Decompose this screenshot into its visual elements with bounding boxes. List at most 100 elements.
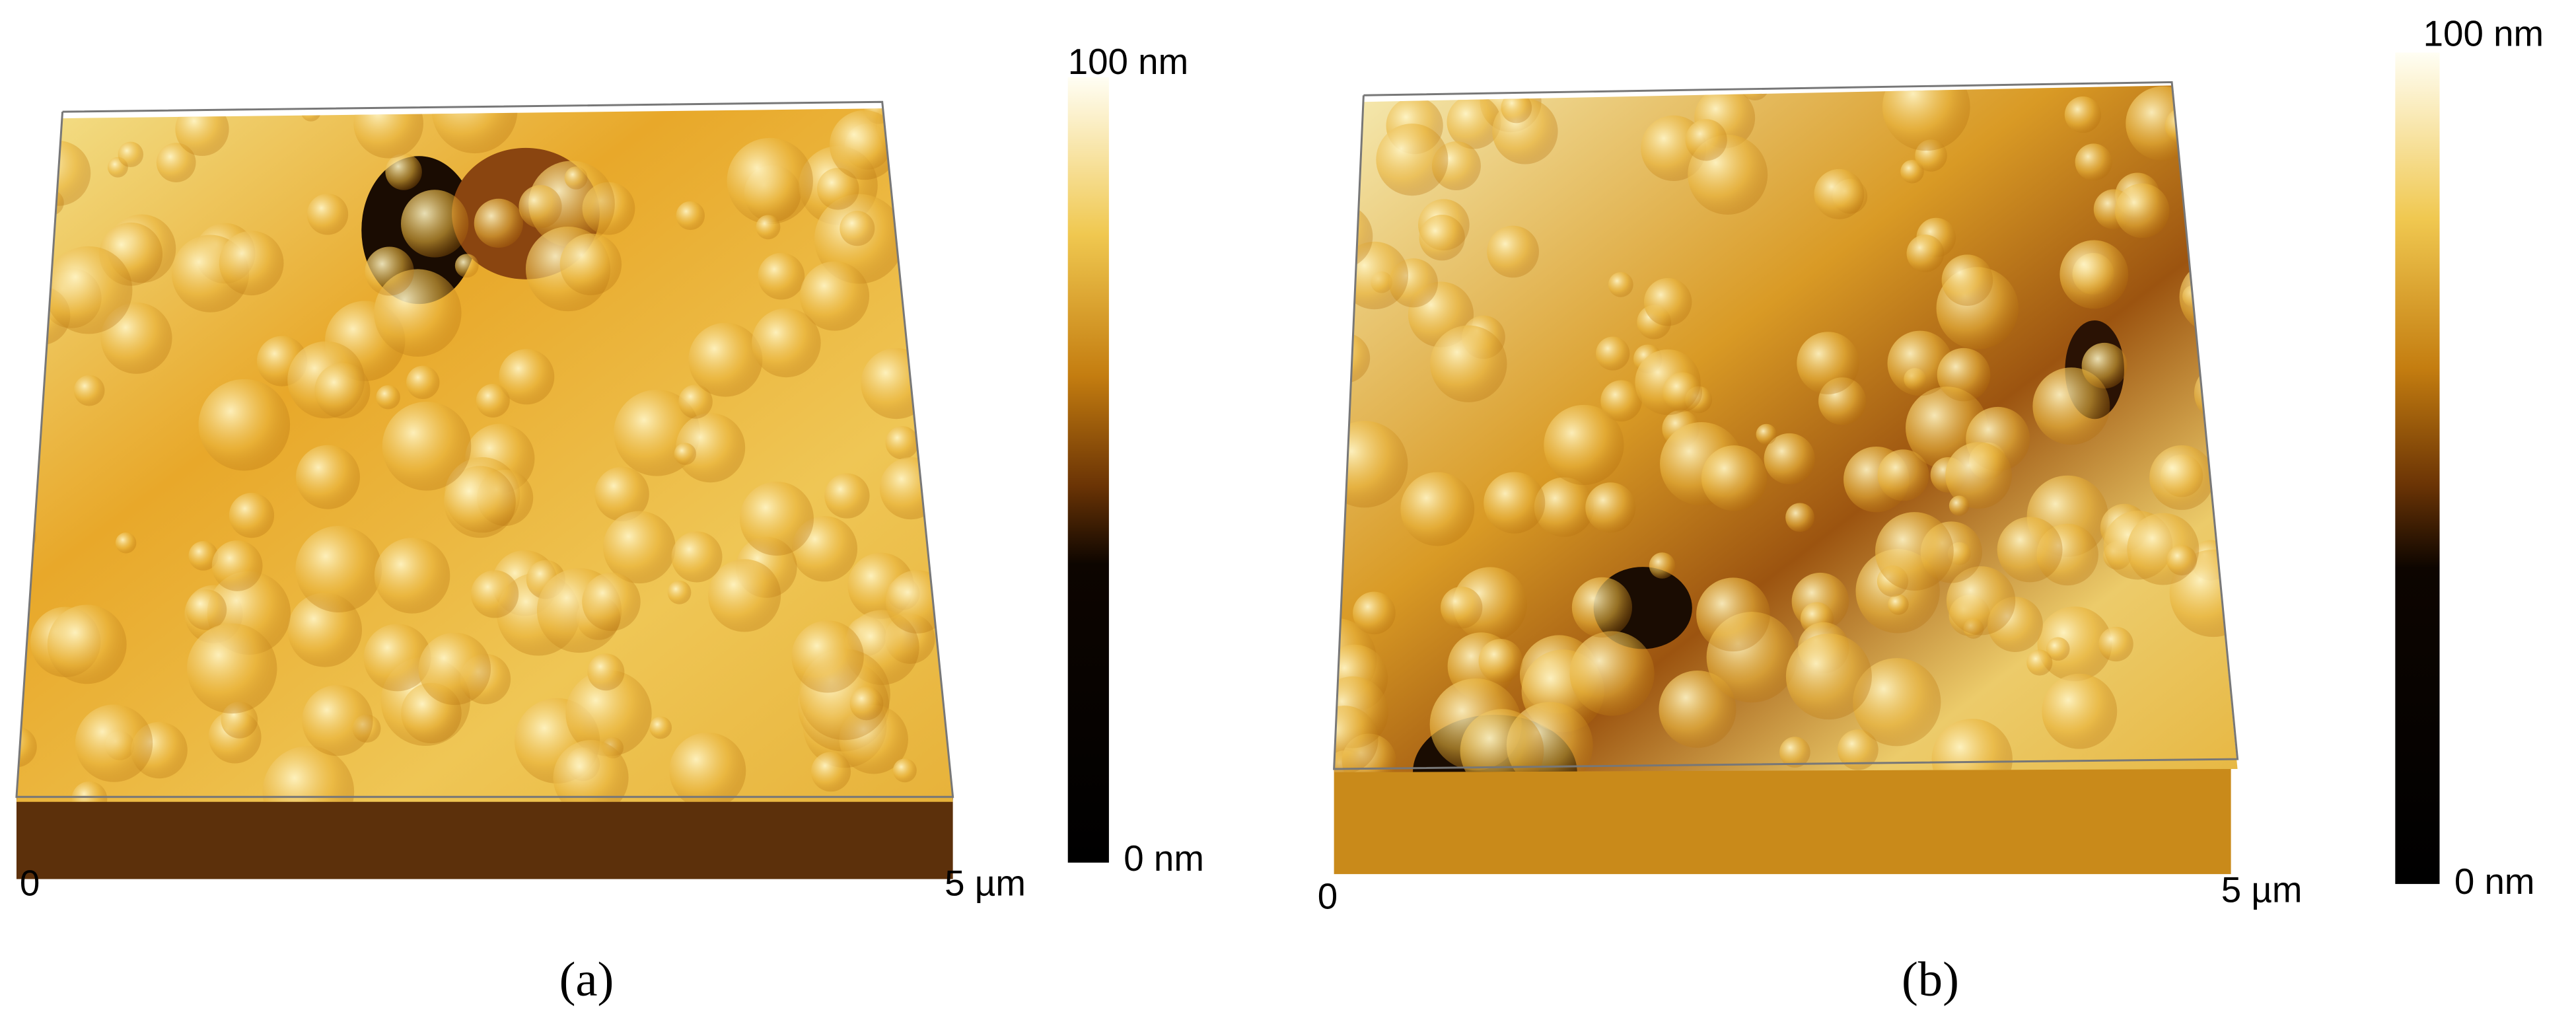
x-end: 5 µm	[2221, 869, 2303, 910]
grain	[810, 752, 851, 792]
grain	[739, 482, 814, 556]
grain	[2149, 445, 2215, 510]
grain	[365, 246, 414, 296]
grain	[229, 492, 275, 538]
grain	[444, 466, 516, 538]
grain	[1334, 706, 1378, 772]
grain	[431, 108, 518, 154]
grain	[594, 466, 649, 522]
grain	[2114, 183, 2170, 238]
grain	[306, 194, 349, 235]
grain	[649, 716, 672, 739]
grain	[565, 670, 652, 756]
grain	[849, 686, 884, 721]
grain	[885, 425, 919, 460]
grain	[688, 322, 763, 397]
grain	[1544, 404, 1624, 486]
grain	[186, 589, 227, 630]
grain	[1487, 225, 1539, 278]
grain	[587, 653, 625, 691]
grain	[2064, 96, 2102, 133]
grain	[2219, 443, 2238, 472]
grain	[2165, 107, 2203, 145]
grain	[1877, 449, 1929, 501]
grain	[676, 413, 746, 483]
grain	[1484, 472, 1546, 534]
grain	[885, 570, 949, 634]
x-start: 0	[1318, 875, 1338, 916]
grain	[1430, 325, 1507, 402]
grain	[418, 632, 491, 706]
grain	[476, 384, 510, 418]
colorbar	[1067, 77, 1109, 863]
grain	[1534, 477, 1594, 537]
grain	[115, 532, 137, 554]
panel-a: 0 5 µm 100 nm 0 nm (a)	[15, 41, 1204, 1007]
grain	[1334, 203, 1373, 269]
grain	[1501, 92, 1532, 124]
grain	[758, 252, 805, 300]
grain	[1785, 503, 1814, 532]
grain	[667, 580, 692, 604]
panel-label: (b)	[1902, 953, 1959, 1007]
box-frame	[15, 100, 954, 798]
grain	[2166, 545, 2198, 576]
grain	[800, 261, 870, 331]
grain	[676, 201, 705, 231]
grain	[1334, 333, 1371, 383]
grain	[727, 137, 813, 225]
grain	[1696, 577, 1770, 652]
grain	[1376, 124, 1449, 196]
grain	[454, 254, 479, 278]
grain	[2075, 143, 2112, 181]
grain	[374, 538, 450, 614]
grain	[385, 153, 422, 190]
grain	[2026, 649, 2053, 676]
grain	[75, 704, 153, 782]
base-slab	[16, 797, 953, 879]
grain	[1440, 586, 1483, 629]
grain	[2219, 97, 2238, 125]
grain	[564, 166, 588, 190]
grain	[922, 135, 953, 186]
grain	[678, 384, 713, 419]
grain	[1941, 254, 1993, 306]
grain	[1701, 445, 1768, 511]
colorbar	[2395, 52, 2440, 885]
grain	[2046, 637, 2070, 661]
grain	[892, 758, 917, 783]
grain	[817, 168, 859, 210]
grain	[791, 620, 864, 693]
grain	[674, 443, 696, 465]
colorbar-min: 0 nm	[2454, 861, 2535, 902]
grain	[1797, 332, 1859, 394]
colorbar-min: 0 nm	[1124, 838, 1204, 879]
grain	[118, 141, 144, 168]
grain	[840, 211, 875, 246]
grain	[474, 198, 523, 248]
grain	[1764, 433, 1815, 485]
grain	[671, 531, 723, 583]
grain	[219, 231, 284, 296]
grain	[1887, 330, 1953, 396]
grain	[295, 526, 382, 613]
grain	[1569, 631, 1655, 716]
grain	[603, 511, 676, 584]
grain	[353, 108, 423, 159]
grain	[1906, 235, 1945, 272]
x-end: 5 µm	[945, 862, 1026, 903]
grain	[499, 349, 555, 405]
grain	[2042, 673, 2118, 749]
grain	[1875, 512, 1954, 591]
grain	[73, 375, 105, 406]
grain	[752, 308, 821, 378]
grain	[1600, 380, 1642, 422]
grain	[198, 379, 291, 471]
grain	[1937, 347, 1991, 402]
grain	[879, 457, 943, 520]
grain	[559, 233, 622, 295]
x-start: 0	[20, 862, 40, 903]
grain	[1340, 241, 1409, 310]
grain	[708, 559, 781, 632]
